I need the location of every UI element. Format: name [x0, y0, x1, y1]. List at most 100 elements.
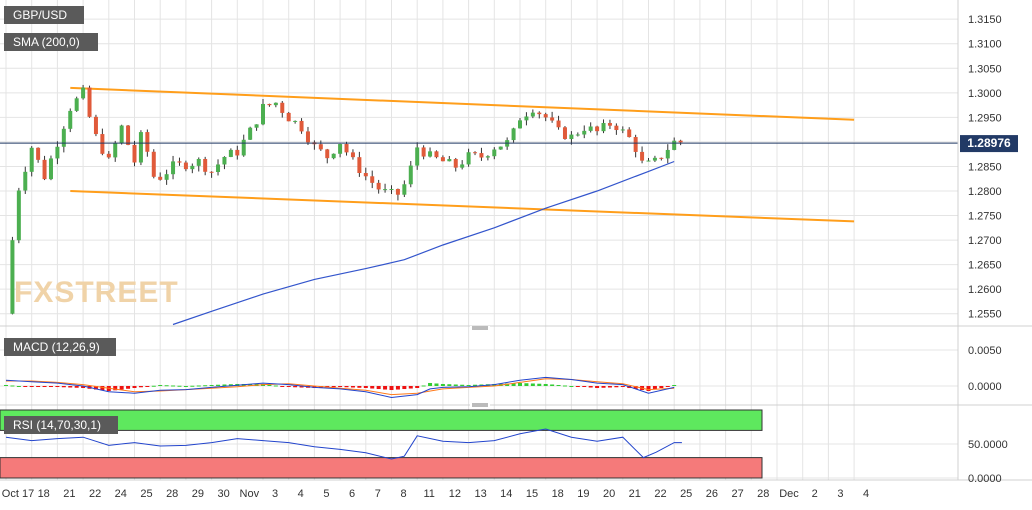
- macd-hist-neg: [595, 386, 600, 389]
- macd-hist-pos: [569, 386, 574, 387]
- candle-down: [453, 159, 458, 168]
- candle-up: [646, 160, 651, 162]
- channel-lower-line: [70, 190, 855, 223]
- candle-down: [325, 149, 330, 159]
- macd-hist-neg: [601, 386, 606, 388]
- candle-up: [16, 190, 21, 241]
- candle-up: [241, 139, 246, 156]
- candle-up: [511, 128, 516, 141]
- rsi-tick-label: 0.0000: [968, 473, 1002, 485]
- candle-up: [273, 102, 278, 106]
- macd-hist-pos: [16, 386, 21, 387]
- macd-hist-pos: [440, 383, 445, 386]
- x-tick-label: 18: [38, 488, 50, 500]
- candle-down: [350, 152, 355, 158]
- macd-hist-neg: [652, 386, 657, 390]
- rsi-label[interactable]: RSI (14,70,30,1): [4, 416, 118, 434]
- candle-down: [106, 153, 111, 158]
- macd-hist-neg: [100, 386, 105, 391]
- macd-hist-neg: [395, 386, 400, 390]
- candle-down: [299, 120, 304, 132]
- macd-hist-pos: [177, 385, 182, 387]
- macd-hist-pos: [4, 384, 8, 386]
- candle-up: [254, 124, 259, 128]
- macd-hist-pos: [473, 384, 478, 386]
- price-tick-label: 1.2550: [968, 309, 1002, 321]
- macd-resize-handle[interactable]: [470, 326, 490, 331]
- candle-up: [196, 158, 201, 166]
- macd-label[interactable]: MACD (12,26,9): [4, 338, 116, 356]
- macd-hist-pos: [434, 383, 439, 386]
- price-tick-label: 1.2750: [968, 211, 1002, 223]
- macd-hist-pos: [267, 384, 272, 386]
- candle-up: [338, 144, 343, 154]
- x-tick-label: 20: [603, 488, 615, 500]
- x-tick-label: 15: [526, 488, 538, 500]
- macd-hist-neg: [665, 386, 670, 387]
- candle-down: [145, 132, 150, 152]
- candle-down: [235, 149, 240, 156]
- x-tick-label: Nov: [240, 488, 260, 500]
- macd-hist-pos: [209, 384, 214, 386]
- candle-up: [582, 130, 587, 135]
- x-tick-label: 29: [192, 488, 204, 500]
- candle-up: [55, 146, 60, 159]
- candle-down: [36, 147, 41, 160]
- macd-hist-neg: [132, 386, 137, 389]
- x-tick-label: 6: [349, 488, 355, 500]
- macd-hist-neg: [42, 386, 47, 388]
- candle-up: [518, 120, 522, 129]
- candle-up: [524, 116, 529, 121]
- x-tick-label: 22: [89, 488, 101, 500]
- candle-up: [485, 156, 490, 158]
- x-tick-label: 2: [812, 488, 818, 500]
- sma-label[interactable]: SMA (200,0): [4, 33, 98, 51]
- macd-hist-pos: [248, 383, 253, 386]
- candle-down: [627, 129, 632, 138]
- rsi-resize-handle[interactable]: [470, 403, 490, 408]
- price-tick-label: 1.3000: [968, 88, 1002, 100]
- candle-up: [672, 140, 677, 150]
- macd-hist-pos: [537, 383, 542, 386]
- macd-hist-neg: [415, 386, 420, 389]
- candle-up: [29, 147, 34, 172]
- x-tick-label: 14: [500, 488, 512, 500]
- candle-down: [556, 120, 561, 128]
- macd-hist-neg: [350, 386, 355, 388]
- rsi-label-text: RSI (14,70,30,1): [13, 418, 101, 432]
- macd-hist-neg: [659, 386, 664, 389]
- macd-tick-label: 0.0050: [968, 345, 1002, 357]
- macd-hist-neg: [119, 386, 124, 390]
- candle-down: [376, 182, 381, 190]
- candle-down: [633, 137, 638, 152]
- x-tick-label: 4: [863, 488, 869, 500]
- price-tick-label: 1.2600: [968, 284, 1002, 296]
- price-tick-label: 1.3050: [968, 63, 1002, 75]
- candle-up: [164, 174, 169, 180]
- macd-hist-pos: [518, 382, 522, 386]
- x-tick-label: 11: [423, 488, 434, 500]
- candle-up: [10, 240, 15, 314]
- candle-up: [498, 146, 503, 150]
- candle-down: [614, 125, 619, 131]
- candle-up: [652, 157, 657, 161]
- candle-up: [408, 165, 413, 185]
- candle-down: [562, 127, 567, 140]
- candle-up: [81, 87, 86, 99]
- macd-hist-neg: [36, 386, 41, 388]
- candle-up: [665, 149, 670, 159]
- candle-down: [318, 144, 323, 150]
- macd-hist-neg: [286, 386, 291, 388]
- price-tick-label: 1.2950: [968, 112, 1002, 124]
- x-tick-label: 5: [323, 488, 329, 500]
- macd-hist-pos: [428, 382, 433, 386]
- candle-up: [383, 189, 388, 191]
- candle-up: [601, 123, 606, 132]
- symbol-label[interactable]: GBP/USD: [4, 6, 84, 24]
- macd-hist-neg: [344, 386, 349, 388]
- macd-hist-neg: [113, 386, 118, 391]
- macd-hist-neg: [633, 386, 638, 390]
- candle-down: [151, 151, 156, 177]
- macd-axis-ticks: 0.0050 0.0000: [968, 345, 1002, 393]
- candle-up: [402, 184, 407, 195]
